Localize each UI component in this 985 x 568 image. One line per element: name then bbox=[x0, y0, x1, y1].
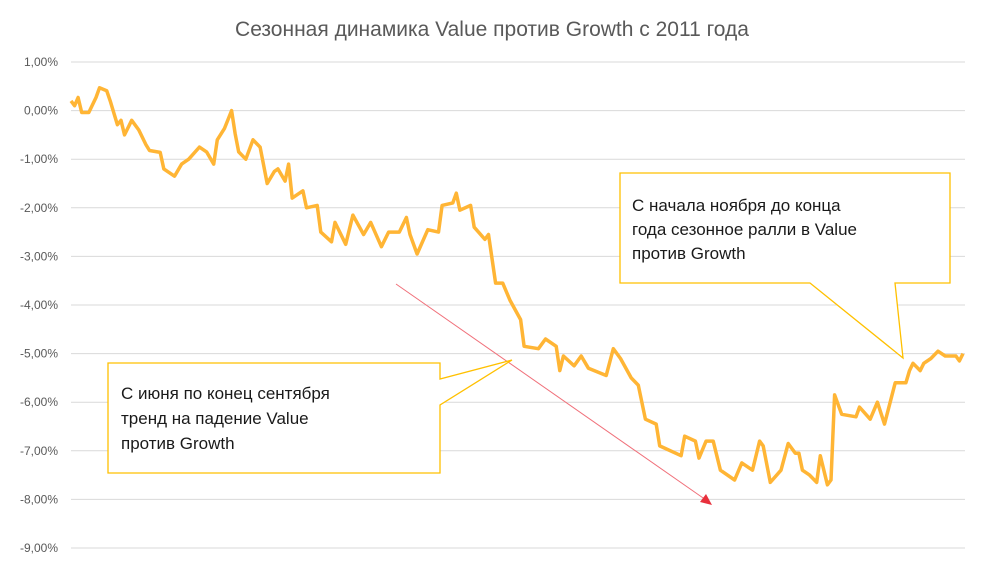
callout-year-end-rally: С начала ноября до конца года сезонное р… bbox=[619, 172, 951, 360]
y-tick-label: -6,00% bbox=[20, 395, 58, 409]
y-tick-label: -1,00% bbox=[20, 152, 58, 166]
y-tick-label: -2,00% bbox=[20, 201, 58, 215]
gridlines bbox=[71, 61, 965, 549]
y-tick-label: -7,00% bbox=[20, 444, 58, 458]
y-tick-label: -9,00% bbox=[20, 541, 58, 555]
callout-line: тренд на падение Value bbox=[121, 409, 309, 428]
arrow-head-icon bbox=[700, 494, 712, 505]
trend-arrow bbox=[395, 283, 707, 501]
y-tick-label: -4,00% bbox=[20, 298, 58, 312]
callout-box bbox=[107, 359, 513, 474]
y-tick-label: -5,00% bbox=[20, 347, 58, 361]
callout-line: против Growth bbox=[632, 244, 746, 263]
y-tick-label: 0,00% bbox=[24, 104, 58, 118]
callout-line: года сезонное ралли в Value bbox=[632, 220, 857, 239]
callout-summer-decline: С июня по конец сентября тренд на падени… bbox=[107, 359, 513, 474]
y-tick-label: -8,00% bbox=[20, 492, 58, 506]
y-tick-label: 1,00% bbox=[24, 55, 58, 69]
callout-box bbox=[619, 172, 951, 360]
y-tick-label: -3,00% bbox=[20, 249, 58, 263]
callout-line: против Growth bbox=[121, 434, 235, 453]
series-line-value-vs-growth bbox=[69, 86, 965, 487]
callout-line: С июня по конец сентября bbox=[121, 384, 330, 403]
chart-title: Сезонная динамика Value против Growth с … bbox=[235, 18, 749, 41]
y-axis-ticks: 1,00% 0,00% -1,00% -2,00% -3,00% -4,00% -5,00%… bbox=[20, 55, 58, 555]
callout-line: С начала ноября до конца bbox=[632, 196, 841, 215]
